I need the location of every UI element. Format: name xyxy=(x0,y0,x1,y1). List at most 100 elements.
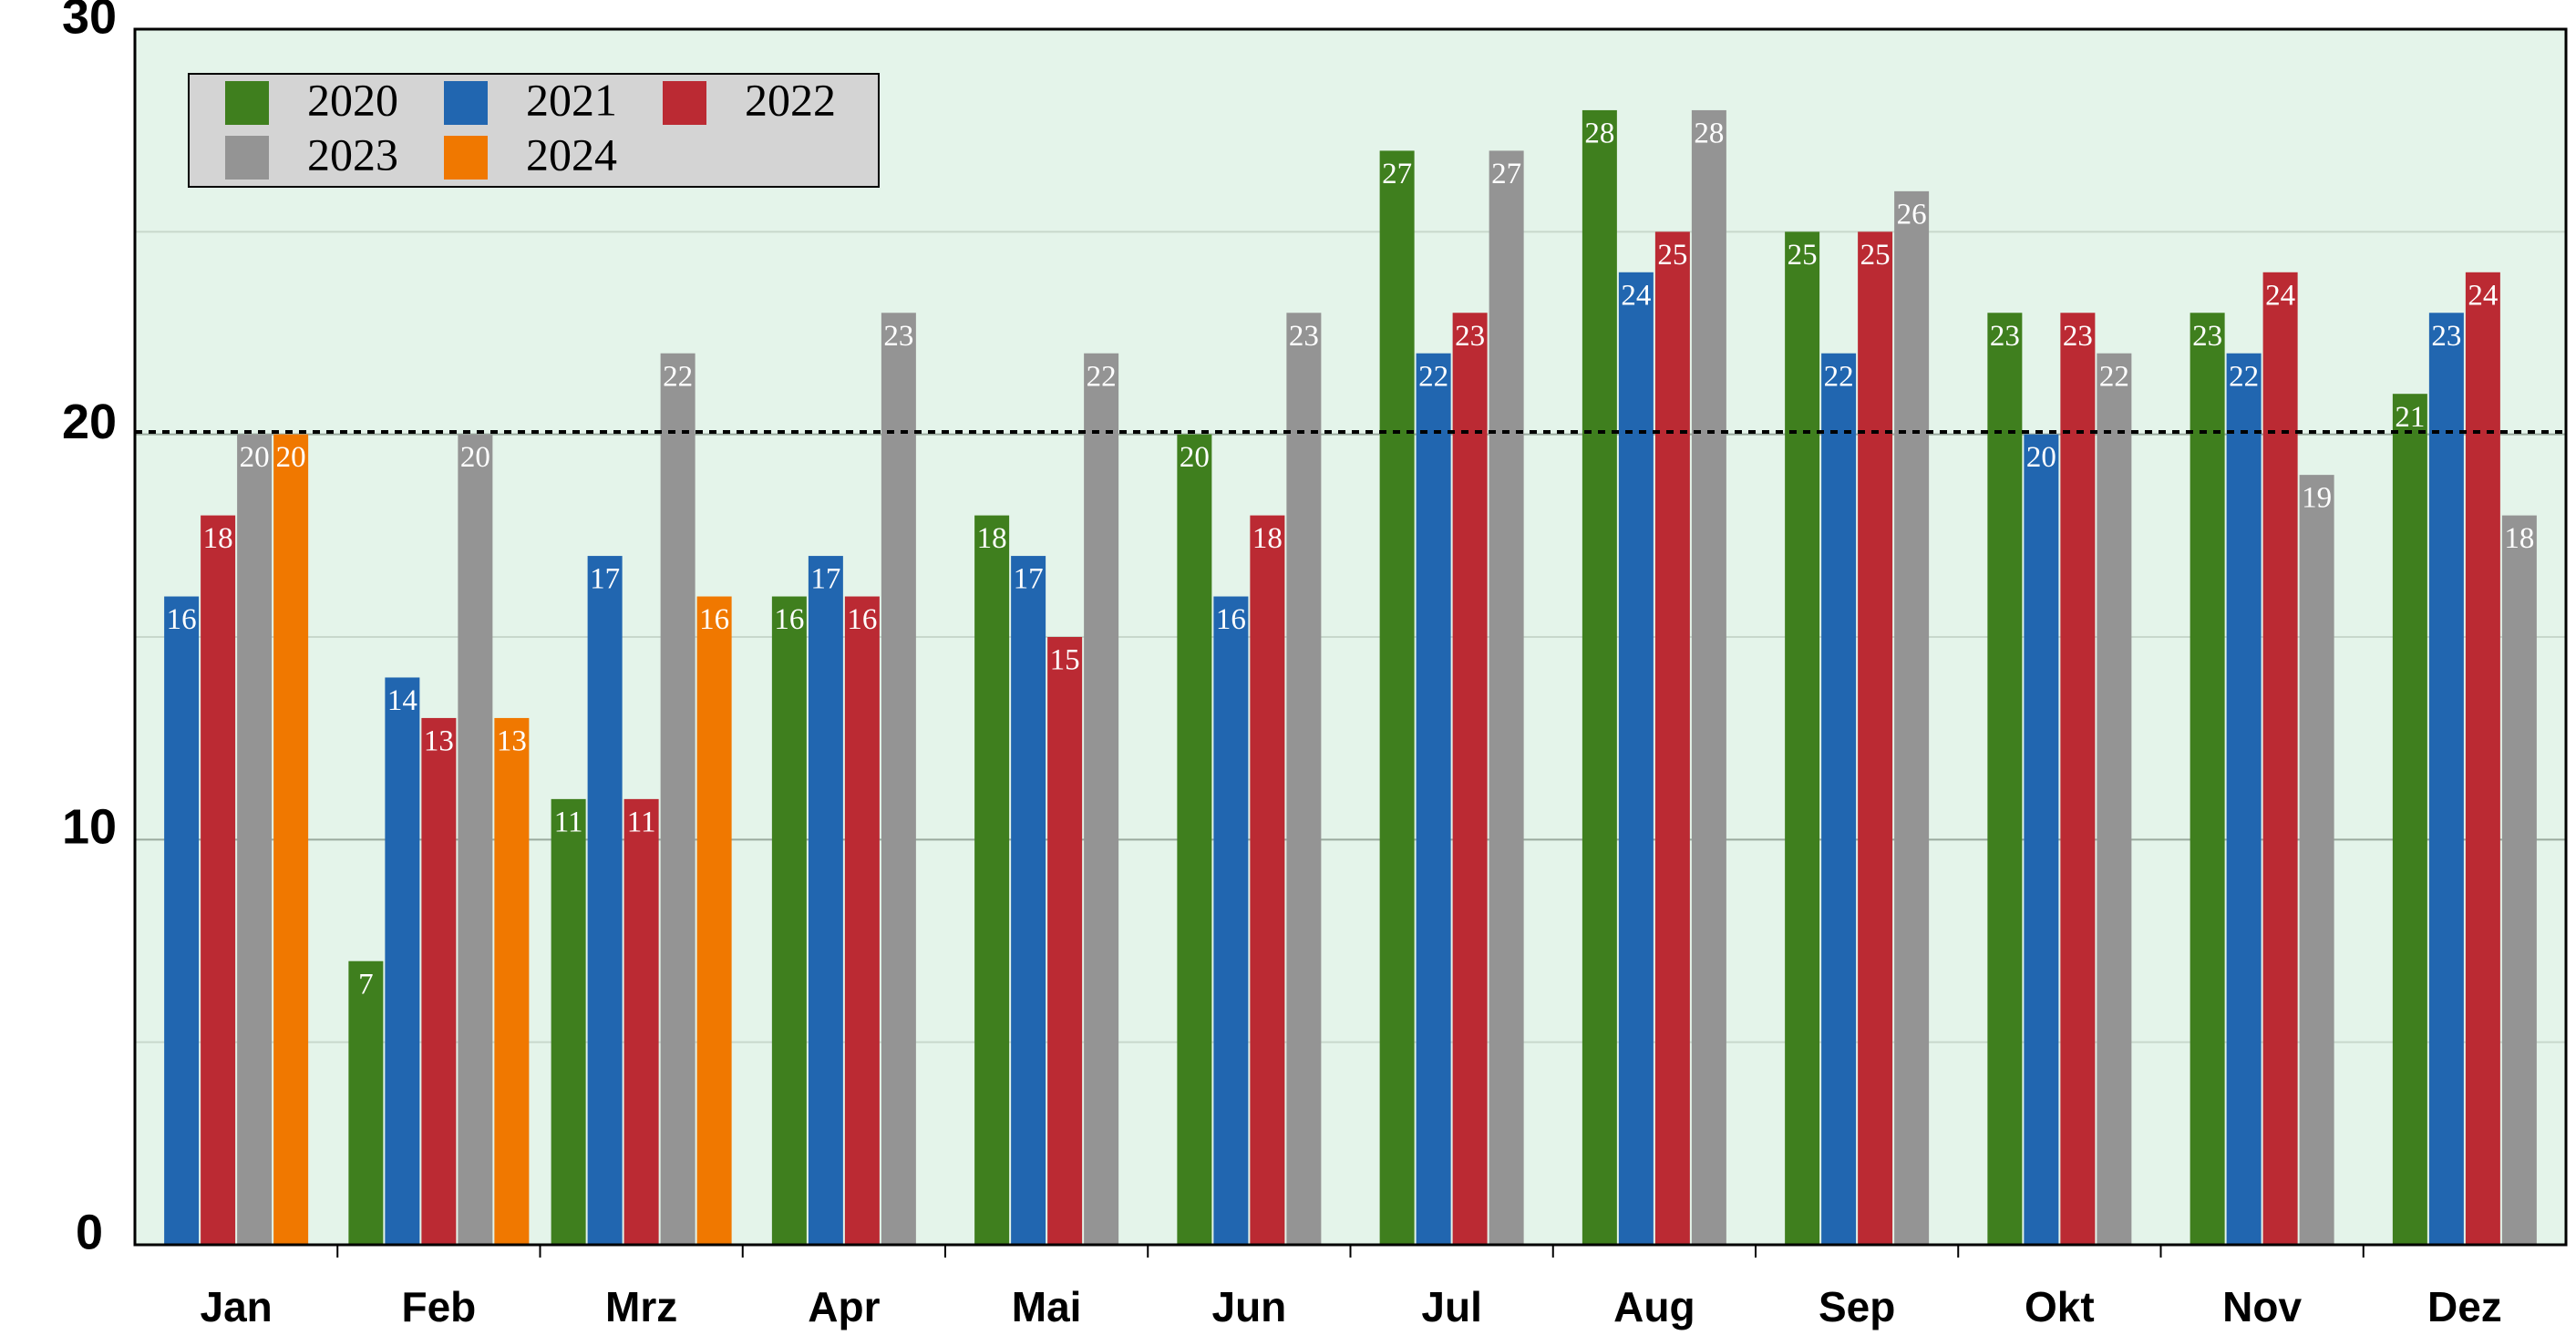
y-tick-label: 20 xyxy=(62,395,117,449)
data-label: 27 xyxy=(1491,158,1521,190)
legend-label: 2020 xyxy=(307,74,398,125)
legend-label: 2023 xyxy=(307,128,398,180)
data-label: 22 xyxy=(2099,360,2129,393)
data-label: 22 xyxy=(2229,360,2259,393)
bar xyxy=(1011,556,1046,1245)
data-label: 19 xyxy=(2302,482,2332,515)
data-label: 16 xyxy=(167,603,197,636)
bar xyxy=(164,596,200,1245)
data-label: 7 xyxy=(358,968,374,1001)
data-label: 16 xyxy=(774,603,804,636)
bar xyxy=(1987,313,2023,1245)
data-label: 20 xyxy=(276,441,306,474)
data-label: 22 xyxy=(1087,360,1117,393)
data-label: 13 xyxy=(497,725,527,758)
bar xyxy=(421,717,457,1245)
x-tick-label: Feb xyxy=(401,1283,476,1330)
bar xyxy=(1047,637,1083,1245)
bar xyxy=(2501,515,2537,1245)
bar xyxy=(2190,313,2225,1245)
bar xyxy=(771,596,807,1245)
bar xyxy=(1894,190,1930,1245)
bar xyxy=(587,556,623,1245)
bar xyxy=(1416,353,1451,1245)
data-label: 23 xyxy=(1455,320,1485,353)
bar xyxy=(1250,515,1285,1245)
y-tick-label: 10 xyxy=(62,800,117,855)
x-tick-label: Nov xyxy=(2222,1283,2302,1330)
data-label: 16 xyxy=(847,603,877,636)
data-label: 22 xyxy=(1418,360,1448,393)
data-label: 27 xyxy=(1382,158,1412,190)
bar xyxy=(458,434,493,1246)
bar xyxy=(1084,353,1119,1245)
data-label: 28 xyxy=(1584,118,1614,150)
bar xyxy=(1821,353,1857,1245)
bar xyxy=(1286,313,1322,1245)
bar xyxy=(2262,272,2298,1245)
bar xyxy=(2392,394,2427,1245)
data-label: 18 xyxy=(977,522,1007,555)
x-tick-label: Jun xyxy=(1211,1283,1286,1330)
bar xyxy=(1177,434,1212,1246)
bar xyxy=(1654,231,1690,1245)
bar xyxy=(696,596,732,1245)
bar xyxy=(1213,596,1249,1245)
legend-swatch xyxy=(225,136,269,180)
plot-frame xyxy=(133,27,2568,1247)
bar xyxy=(844,596,880,1245)
bar xyxy=(494,717,530,1245)
data-label: 22 xyxy=(663,360,693,393)
data-label: 18 xyxy=(203,522,233,555)
data-label: 20 xyxy=(1180,441,1210,474)
data-label: 16 xyxy=(1216,603,1246,636)
data-label: 21 xyxy=(2395,401,2425,434)
legend-swatch xyxy=(663,81,706,125)
bar xyxy=(201,515,236,1245)
data-label: 11 xyxy=(554,806,583,838)
bar xyxy=(881,313,916,1245)
data-label: 22 xyxy=(1824,360,1854,393)
bar xyxy=(348,960,384,1245)
data-label: 23 xyxy=(2063,320,2093,353)
data-label: 23 xyxy=(1990,320,2020,353)
bar xyxy=(551,798,586,1245)
data-label: 18 xyxy=(2504,522,2534,555)
data-label: 26 xyxy=(1897,198,1927,231)
x-tick-label: Aug xyxy=(1613,1283,1695,1330)
bar xyxy=(2428,313,2464,1245)
data-label: 15 xyxy=(1050,644,1080,677)
bar xyxy=(1691,109,1726,1245)
bar xyxy=(2097,353,2132,1245)
data-label: 13 xyxy=(424,725,454,758)
legend-label: 2021 xyxy=(526,74,617,125)
data-label: 24 xyxy=(1621,279,1651,312)
x-tick-label: Okt xyxy=(2025,1283,2095,1330)
x-tick-label: Apr xyxy=(808,1283,880,1330)
x-tick-label: Sep xyxy=(1819,1283,1895,1330)
legend-swatch xyxy=(444,81,488,125)
x-tick-label: Jul xyxy=(1421,1283,1481,1330)
bar xyxy=(2226,353,2262,1245)
legend-swatch xyxy=(225,81,269,125)
x-tick-label: Dez xyxy=(2427,1283,2502,1330)
bar xyxy=(623,798,659,1245)
bar xyxy=(2299,475,2334,1245)
y-tick-label: 0 xyxy=(76,1205,103,1259)
bar xyxy=(808,556,843,1245)
bar xyxy=(2060,313,2096,1245)
legend-label: 2022 xyxy=(745,74,836,125)
bar xyxy=(1489,150,1524,1245)
legend-box xyxy=(188,73,880,188)
bar xyxy=(1582,109,1617,1245)
legend-swatch xyxy=(444,136,488,180)
bar xyxy=(385,677,420,1245)
bar xyxy=(1785,231,1820,1245)
data-label: 18 xyxy=(1252,522,1283,555)
x-tick-label: Jan xyxy=(200,1283,272,1330)
data-label: 17 xyxy=(810,563,840,596)
bar xyxy=(974,515,1010,1245)
x-tick-label: Mrz xyxy=(605,1283,677,1330)
bar xyxy=(273,434,309,1246)
